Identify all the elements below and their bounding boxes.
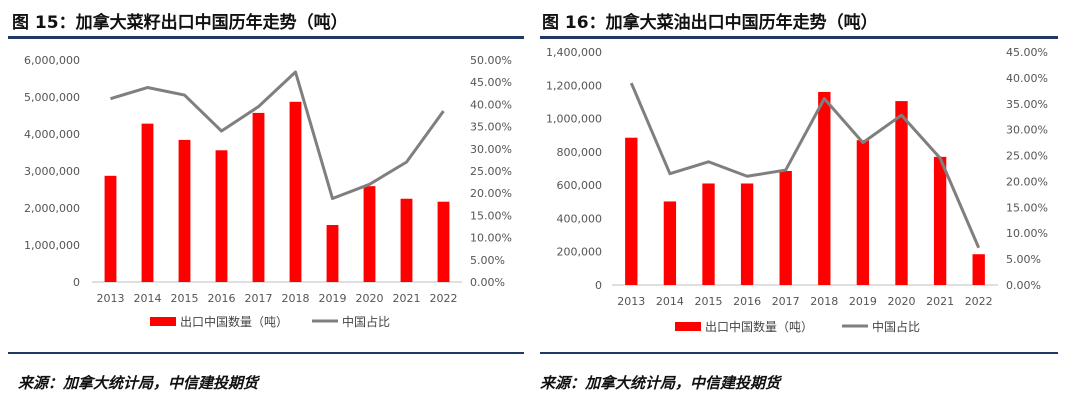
legend-bar-label: 出口中国数量（吨） xyxy=(705,319,813,334)
legend-line-label: 中国占比 xyxy=(342,314,390,329)
source-note: 来源：加拿大统计局，中信建投期货 xyxy=(540,374,781,392)
chart-canola-oil: 0 200,000 400,000 600,000 800,000 1,000,000 1,… xyxy=(546,46,1048,334)
right-axis-tick-label: 0.00% xyxy=(1006,279,1041,292)
x-axis-tick-label: 2016 xyxy=(733,295,761,308)
x-axis-tick-label: 2013 xyxy=(97,292,125,305)
left-axis-tick-label: 1,200,000 xyxy=(546,79,602,92)
right-axis-tick-label: 40.00% xyxy=(1006,72,1048,85)
left-axis-tick-label: 4,000,000 xyxy=(24,128,80,141)
left-axis-tick-label: 3,000,000 xyxy=(24,165,80,178)
right-axis-tick-label: 45.00% xyxy=(470,76,512,89)
x-axis-tick-label: 2019 xyxy=(319,292,347,305)
x-axis-tick-label: 2019 xyxy=(849,295,877,308)
source-note: 来源：加拿大统计局，中信建投期货 xyxy=(18,374,259,392)
right-axis-tick-label: 20.00% xyxy=(1006,175,1048,188)
x-axis-tick-label: 2015 xyxy=(171,292,199,305)
left-axis-tick-label: 200,000 xyxy=(557,246,603,259)
x-axis-tick-label: 2014 xyxy=(656,295,684,308)
bar-2015 xyxy=(178,139,191,282)
left-axis-tick-label: 1,400,000 xyxy=(546,46,602,59)
bar-2013 xyxy=(104,175,117,282)
x-axis-tick-label: 2020 xyxy=(888,295,916,308)
bar-2021 xyxy=(933,156,947,285)
bar-2018 xyxy=(289,101,302,282)
x-axis-tick-label: 2021 xyxy=(393,292,421,305)
left-axis-tick-label: 0 xyxy=(73,276,80,289)
x-axis-tick-label: 2013 xyxy=(617,295,645,308)
bar-2015 xyxy=(702,183,715,285)
bar-2021 xyxy=(400,198,413,282)
right-axis-tick-label: 0.00% xyxy=(470,276,505,289)
bar-2018 xyxy=(818,91,831,285)
bar-2014 xyxy=(141,123,154,282)
left-axis-tick-label: 6,000,000 xyxy=(24,54,80,67)
x-axis-tick-label: 2018 xyxy=(282,292,310,305)
bar-2019 xyxy=(326,225,339,282)
left-axis-tick-label: 600,000 xyxy=(557,179,603,192)
x-axis-tick-label: 2017 xyxy=(772,295,800,308)
right-axis-tick-label: 45.00% xyxy=(1006,46,1048,59)
x-axis-tick-label: 2017 xyxy=(245,292,273,305)
title-rule xyxy=(540,36,1058,39)
x-axis-tick-label: 2022 xyxy=(430,292,458,305)
legend-bar-swatch xyxy=(150,317,176,326)
bottom-rule xyxy=(8,352,524,354)
bar-2022 xyxy=(972,254,985,285)
right-axis-tick-label: 25.00% xyxy=(1006,150,1048,163)
bar-2016 xyxy=(740,183,754,285)
bar-2020 xyxy=(895,101,908,285)
right-axis-tick-label: 35.00% xyxy=(1006,98,1048,111)
chart-canapé-seed: 0 1,000,000 2,000,000 3,000,000 4,000,000 5,0… xyxy=(24,54,512,329)
right-axis-tick-label: 20.00% xyxy=(470,187,512,200)
legend-bar-swatch xyxy=(675,322,701,331)
right-axis-tick-label: 5.00% xyxy=(1006,253,1041,266)
right-axis-tick-label: 50.00% xyxy=(470,54,512,67)
chart-panel-16: 图 16：加拿大菜油出口中国历年走势（吨） 0 200,000 400,000 600… xyxy=(540,0,1080,402)
left-axis-tick-label: 1,000,000 xyxy=(546,113,602,126)
bottom-rule xyxy=(540,352,1058,354)
bar-2016 xyxy=(215,150,228,282)
bar-2019 xyxy=(856,140,870,285)
legend-line-label: 中国占比 xyxy=(872,319,920,334)
share-line xyxy=(629,82,981,249)
right-axis-tick-label: 15.00% xyxy=(470,209,512,222)
x-axis-tick-label: 2014 xyxy=(134,292,162,305)
legend-bar-label: 出口中国数量（吨） xyxy=(180,314,288,329)
left-axis-tick-label: 1,000,000 xyxy=(24,239,80,252)
share-line xyxy=(110,70,445,201)
bar-2022 xyxy=(437,201,450,282)
x-axis-tick-label: 2016 xyxy=(208,292,236,305)
x-axis-tick-label: 2021 xyxy=(926,295,954,308)
right-axis-tick-label: 10.00% xyxy=(1006,227,1048,240)
left-axis-tick-label: 5,000,000 xyxy=(24,91,80,104)
bar-2017 xyxy=(252,112,265,282)
bar-2020 xyxy=(363,186,376,282)
title-rule xyxy=(8,36,524,39)
x-axis-tick-label: 2022 xyxy=(965,295,993,308)
figure-title: 图 15：加拿大菜籽出口中国历年走势（吨） xyxy=(12,13,348,33)
left-axis-tick-label: 400,000 xyxy=(557,212,603,225)
left-axis-tick-label: 2,000,000 xyxy=(24,202,80,215)
left-axis-tick-label: 0 xyxy=(595,279,602,292)
right-axis-tick-label: 40.00% xyxy=(470,98,512,111)
x-axis-tick-label: 2018 xyxy=(810,295,838,308)
right-axis-tick-label: 15.00% xyxy=(1006,201,1048,214)
right-axis-tick-label: 35.00% xyxy=(470,121,512,134)
figure-title: 图 16：加拿大菜油出口中国历年走势（吨） xyxy=(542,13,878,33)
x-axis-tick-label: 2015 xyxy=(695,295,723,308)
chart-panel-15: 图 15：加拿大菜籽出口中国历年走势（吨） 0 1,000,000 2,000,00… xyxy=(8,13,524,392)
right-axis-tick-label: 10.00% xyxy=(470,232,512,245)
bar-2014 xyxy=(663,201,677,285)
right-axis-tick-label: 30.00% xyxy=(470,143,512,156)
right-axis-tick-label: 30.00% xyxy=(1006,124,1048,137)
bar-2013 xyxy=(625,137,638,285)
bar-2017 xyxy=(779,170,792,285)
left-axis-tick-label: 800,000 xyxy=(557,146,603,159)
right-axis-tick-label: 5.00% xyxy=(470,254,505,267)
x-axis-tick-label: 2020 xyxy=(356,292,384,305)
right-axis-tick-label: 25.00% xyxy=(470,165,512,178)
